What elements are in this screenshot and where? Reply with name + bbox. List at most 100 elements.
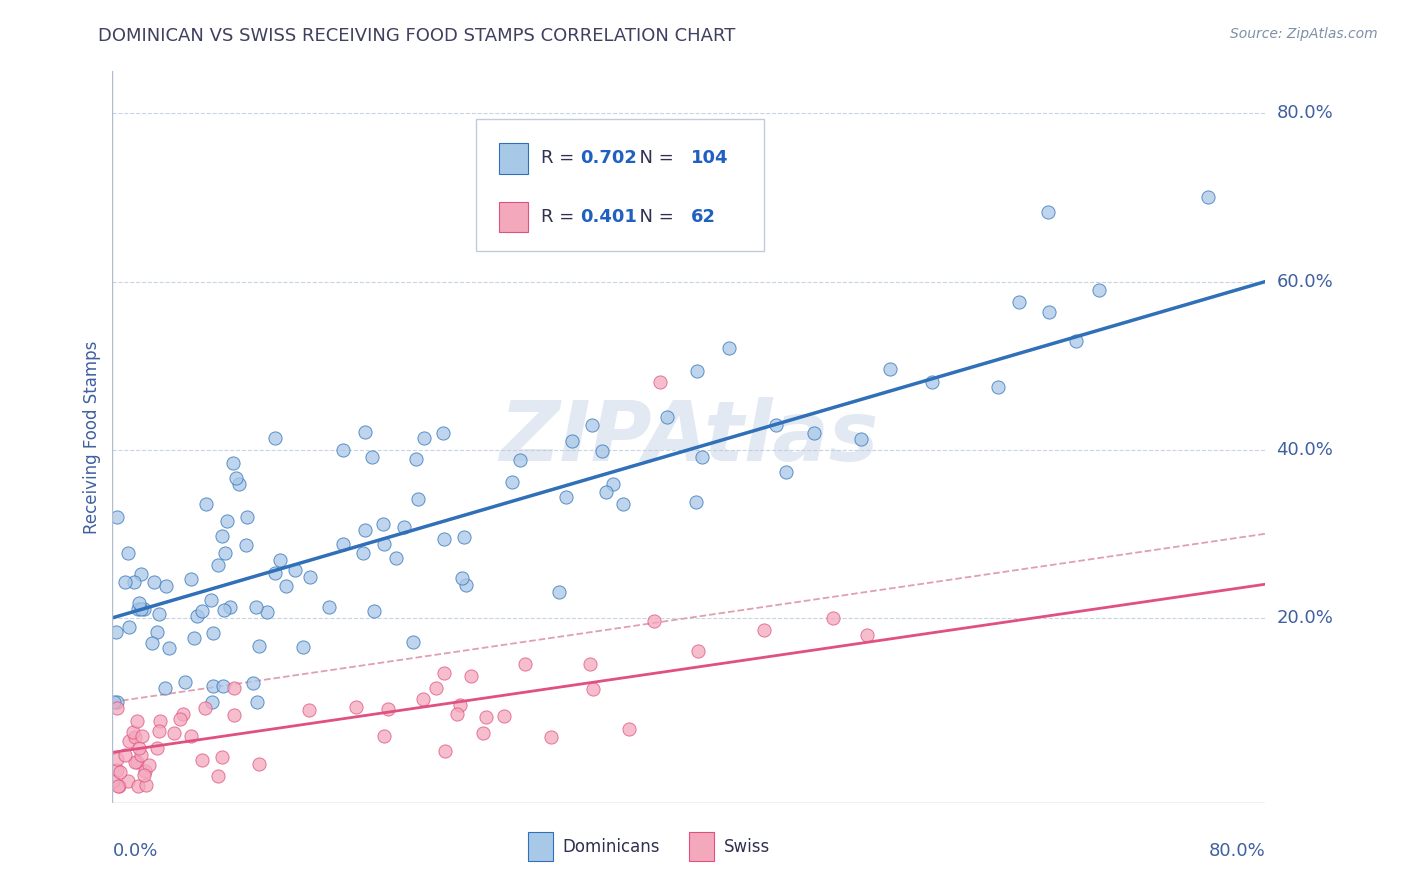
Point: [377, 702, 399, 716]
Point: [765, 418, 787, 433]
Text: Source: ZipAtlas.com: Source: ZipAtlas.com: [1230, 27, 1378, 41]
Point: [138, 757, 160, 772]
Point: [124, 755, 146, 769]
Point: [219, 600, 242, 615]
Point: [612, 497, 634, 511]
Point: [1036, 205, 1059, 219]
Point: [207, 769, 229, 783]
Point: [215, 515, 238, 529]
Text: 60.0%: 60.0%: [1277, 273, 1333, 291]
Point: [194, 701, 217, 715]
Point: [201, 695, 224, 709]
Bar: [499, 143, 527, 174]
Text: 80.0%: 80.0%: [1209, 842, 1265, 860]
Point: [1088, 283, 1111, 297]
Point: [555, 490, 578, 504]
Point: [513, 657, 536, 671]
Text: R =: R =: [541, 149, 581, 168]
Point: [472, 726, 495, 740]
Point: [245, 599, 267, 614]
Point: [103, 695, 125, 709]
Point: [242, 676, 264, 690]
Point: [132, 601, 155, 615]
Point: [180, 729, 202, 743]
Point: [131, 729, 153, 743]
Point: [491, 233, 513, 247]
Point: [235, 539, 257, 553]
Point: [291, 640, 314, 654]
Point: [148, 607, 170, 622]
Point: [643, 615, 665, 629]
Point: [1066, 334, 1088, 348]
Point: [174, 674, 197, 689]
Point: [222, 456, 245, 470]
Point: [803, 426, 825, 441]
Point: [201, 626, 224, 640]
Point: [129, 567, 152, 582]
Point: [128, 596, 150, 610]
Point: [117, 774, 139, 789]
Text: 20.0%: 20.0%: [1277, 609, 1333, 627]
Point: [453, 530, 475, 544]
Point: [127, 779, 149, 793]
Point: [146, 625, 169, 640]
Point: [214, 546, 236, 560]
Point: [274, 578, 297, 592]
Point: [561, 434, 583, 448]
Point: [717, 341, 740, 355]
Text: 80.0%: 80.0%: [1277, 104, 1333, 122]
Point: [412, 692, 434, 706]
Point: [373, 516, 395, 531]
Point: [105, 695, 128, 709]
Point: [352, 545, 374, 559]
Point: [402, 635, 425, 649]
Point: [298, 702, 321, 716]
Point: [921, 375, 943, 389]
Point: [433, 532, 456, 546]
Point: [117, 546, 139, 560]
Point: [394, 520, 416, 534]
Point: [602, 477, 624, 491]
Point: [228, 476, 250, 491]
Bar: [689, 832, 714, 862]
Text: Dominicans: Dominicans: [562, 838, 659, 855]
Point: [108, 779, 131, 793]
Point: [149, 714, 172, 728]
Point: [1008, 295, 1031, 310]
Point: [129, 748, 152, 763]
Point: [224, 681, 246, 695]
Point: [509, 453, 531, 467]
Text: 104: 104: [692, 149, 728, 168]
Point: [475, 710, 498, 724]
Point: [225, 471, 247, 485]
Point: [191, 604, 214, 618]
Point: [186, 609, 208, 624]
Point: [114, 574, 136, 589]
Point: [363, 604, 385, 618]
Point: [118, 620, 141, 634]
Point: [141, 636, 163, 650]
Point: [127, 755, 149, 769]
Point: [128, 741, 150, 756]
Point: [105, 701, 128, 715]
Point: [405, 452, 427, 467]
Point: [354, 523, 377, 537]
Point: [114, 748, 136, 763]
Point: [821, 611, 844, 625]
Point: [692, 450, 714, 465]
Point: [202, 679, 225, 693]
Point: [446, 707, 468, 722]
Point: [125, 714, 148, 729]
Point: [107, 779, 129, 793]
Point: [433, 666, 456, 681]
Point: [987, 380, 1010, 394]
Point: [105, 625, 128, 640]
Point: [686, 364, 709, 378]
Point: [451, 570, 474, 584]
Text: 0.0%: 0.0%: [112, 842, 157, 860]
Point: [449, 698, 471, 712]
Point: [548, 585, 571, 599]
Text: Swiss: Swiss: [724, 838, 769, 855]
Point: [373, 730, 395, 744]
Point: [775, 465, 797, 479]
